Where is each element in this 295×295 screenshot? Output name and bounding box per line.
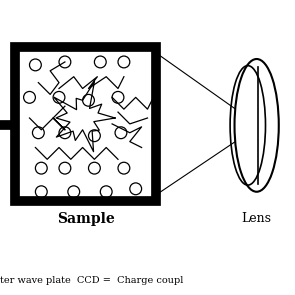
Text: Sample: Sample (57, 212, 114, 226)
Ellipse shape (235, 59, 279, 192)
Text: Lens: Lens (242, 212, 272, 225)
Text: ter wave plate  CCD =  Charge coupl: ter wave plate CCD = Charge coupl (0, 276, 183, 285)
Bar (15, 47, 156, 201)
